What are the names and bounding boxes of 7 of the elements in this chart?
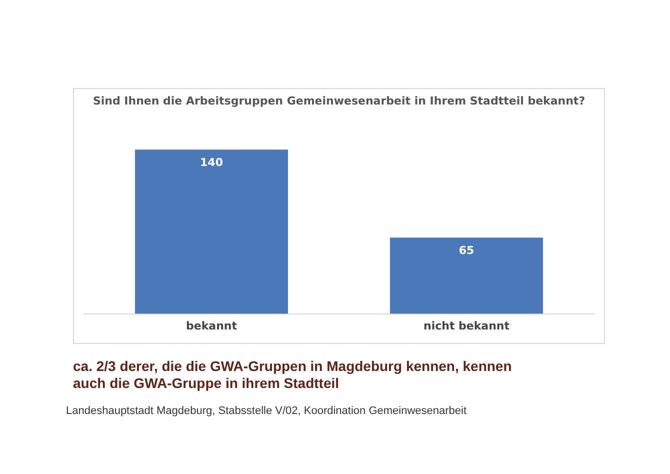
data-label: 140 xyxy=(200,156,224,170)
data-label: 65 xyxy=(458,244,474,257)
x-tick-label: nicht bekannt xyxy=(423,319,510,332)
text: ca. 2/3 derer, die die GWA-Gruppen in Magdeburg kennen, kennen auch die GWA-Gruppe in ihrem Stadtteil xyxy=(73,358,513,392)
text: Landeshauptstadt Magdeburg, Stabsstelle V/02, Koordination Gemeinwesenarbeit xyxy=(66,405,467,417)
chart-title: Sind Ihnen die Arbeitsgruppen Gemeinwesenarbeit in Ihrem Stadtteil bekannt? xyxy=(92,94,586,108)
x-tick-label: bekannt xyxy=(186,319,237,332)
